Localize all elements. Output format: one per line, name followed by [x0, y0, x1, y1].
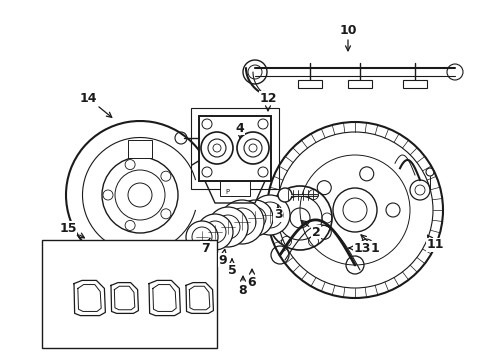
- Circle shape: [278, 188, 292, 202]
- Bar: [199, 116, 271, 181]
- Circle shape: [201, 132, 233, 164]
- Circle shape: [237, 200, 273, 236]
- Bar: [42, 240, 217, 348]
- Text: 6: 6: [247, 269, 256, 288]
- Circle shape: [237, 132, 269, 164]
- Bar: [403, 80, 427, 88]
- Text: 12: 12: [259, 91, 277, 111]
- Text: 11: 11: [426, 235, 444, 252]
- Text: 9: 9: [219, 249, 227, 266]
- Text: 4: 4: [236, 122, 245, 138]
- Circle shape: [220, 200, 264, 244]
- Bar: [191, 108, 279, 189]
- Bar: [128, 140, 152, 158]
- Text: 7: 7: [200, 238, 210, 255]
- Text: 15: 15: [59, 221, 84, 238]
- Bar: [220, 181, 250, 196]
- Text: 13: 13: [349, 242, 371, 255]
- Bar: [348, 80, 372, 88]
- Text: 14: 14: [79, 91, 112, 117]
- Text: 10: 10: [339, 23, 357, 51]
- Text: 2: 2: [301, 221, 320, 238]
- Text: 1: 1: [361, 235, 379, 255]
- Text: 3: 3: [274, 205, 282, 221]
- Bar: [298, 80, 322, 88]
- Circle shape: [186, 221, 218, 253]
- Text: 8: 8: [239, 276, 247, 297]
- Text: P: P: [225, 189, 229, 195]
- Circle shape: [208, 207, 248, 247]
- Text: 5: 5: [228, 259, 236, 276]
- Circle shape: [197, 214, 233, 250]
- Circle shape: [250, 195, 290, 235]
